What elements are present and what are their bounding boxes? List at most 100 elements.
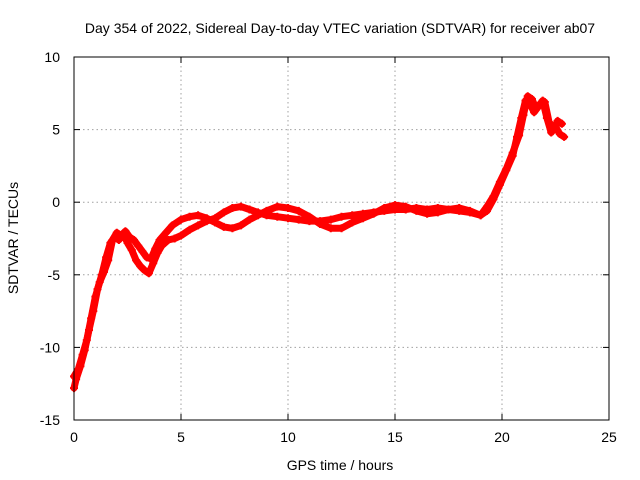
data-point-marker (177, 231, 185, 240)
y-tick-label: -10 (40, 339, 60, 355)
x-tick-label: 15 (387, 429, 403, 445)
x-tick-label: 20 (494, 429, 510, 445)
data-point-marker (423, 209, 432, 218)
x-tick-label: 0 (70, 429, 78, 445)
data-point-marker (132, 256, 141, 265)
data-point-marker (155, 236, 164, 244)
data-point-marker (358, 214, 367, 223)
data-point-marker (162, 228, 170, 237)
data-point-marker (74, 365, 83, 374)
data-point-marker (138, 247, 147, 256)
x-tick-label: 5 (177, 429, 185, 445)
data-point-marker (528, 95, 536, 104)
data-point-marker (202, 214, 211, 223)
data-point-marker (549, 125, 558, 134)
data-point-marker (369, 209, 378, 218)
y-tick-label: -15 (40, 412, 60, 428)
data-point-marker (87, 314, 96, 323)
y-tick-label: 0 (52, 194, 60, 210)
data-point-marker (164, 236, 173, 244)
data-point-marker (78, 350, 87, 359)
data-point-marker (147, 254, 155, 263)
data-point-marker (254, 211, 262, 220)
data-point-marker (483, 202, 491, 211)
data-point-marker (560, 132, 569, 141)
data-point-marker (294, 206, 303, 215)
data-point-marker (228, 224, 237, 233)
data-point-marker (185, 225, 194, 234)
data-point-marker (316, 220, 325, 228)
data-point-marker (136, 262, 145, 271)
data-point-marker (127, 246, 136, 255)
data-point-marker (219, 208, 228, 217)
data-point-marker (142, 253, 151, 262)
data-point-marker (236, 221, 245, 230)
data-point-marker (444, 205, 453, 214)
data-point-marker (515, 131, 524, 140)
data-point-marker (523, 92, 532, 101)
data-point-marker (489, 192, 498, 201)
y-axis-label: SDTVAR / TECUs (5, 182, 21, 294)
data-point-marker (125, 233, 134, 241)
data-point-marker (273, 202, 282, 211)
data-point-marker (380, 204, 389, 212)
y-tick-label: -5 (48, 267, 61, 283)
data-point-marker (476, 211, 485, 220)
data-point-marker (273, 212, 282, 221)
ticks: 0 5 10 15 20 25 -15 -10 -5 0 5 10 (40, 49, 617, 445)
data-point-marker (219, 222, 228, 231)
data-point-marker (134, 241, 143, 250)
data-point-marker (104, 256, 113, 265)
data-point-marker (305, 212, 314, 221)
data-point-marker (557, 119, 566, 128)
data-point-marker (401, 202, 410, 211)
data-point-marker (326, 224, 335, 233)
data-point-marker (185, 212, 194, 221)
data-point-marker (245, 205, 254, 214)
data-point-marker (412, 206, 421, 215)
data-point-marker (508, 148, 517, 157)
data-point-marker (536, 99, 545, 108)
data-point-marker (553, 116, 562, 125)
data-point-marker (245, 215, 254, 224)
data-point-marker (391, 201, 399, 210)
y-tick-label: 10 (44, 49, 60, 65)
data-point-marker (455, 204, 464, 212)
data-point-marker (211, 218, 220, 227)
x-axis-label: GPS time / hours (287, 457, 394, 473)
data-point-marker (236, 202, 245, 211)
data-point-marker (495, 177, 504, 186)
data-point-marker (348, 211, 357, 220)
data-point-marker (194, 211, 203, 220)
data-point-marker (194, 221, 203, 230)
data-point-marker (95, 278, 104, 287)
x-tick-label: 10 (280, 429, 296, 445)
data-point-marker (532, 105, 541, 114)
data-point-marker (348, 218, 357, 227)
data-point-marker (144, 269, 153, 278)
data-point-marker (117, 231, 126, 240)
data-point-marker (140, 266, 149, 275)
data-point-marker (545, 118, 554, 127)
data-point-marker (337, 224, 346, 233)
data-point-marker (108, 236, 117, 244)
data-point-marker (129, 236, 138, 244)
data-point-marker (170, 234, 179, 243)
data-point-marker (433, 208, 442, 217)
chart-title: Day 354 of 2022, Sidereal Day-to-day VTE… (85, 20, 595, 36)
plot-frame (73, 56, 610, 421)
series-layer (70, 92, 569, 393)
data-point-marker (502, 164, 511, 173)
data-point-marker (168, 221, 177, 230)
data-point-marker (519, 111, 528, 120)
data-point-marker (228, 204, 237, 212)
data-point-marker (337, 212, 346, 221)
data-point-marker (294, 215, 303, 224)
data-point-marker (123, 238, 132, 247)
data-point-marker (177, 215, 185, 224)
y-tick-label: 5 (52, 122, 60, 138)
data-point-marker (465, 206, 474, 215)
data-point-marker (326, 215, 335, 224)
